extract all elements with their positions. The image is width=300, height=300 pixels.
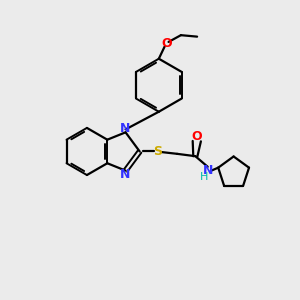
- Text: O: O: [191, 130, 202, 143]
- Text: N: N: [202, 164, 213, 177]
- Text: N: N: [120, 122, 131, 135]
- Text: N: N: [120, 168, 131, 181]
- Text: S: S: [154, 145, 163, 158]
- Text: O: O: [161, 37, 172, 50]
- Text: H: H: [200, 172, 208, 182]
